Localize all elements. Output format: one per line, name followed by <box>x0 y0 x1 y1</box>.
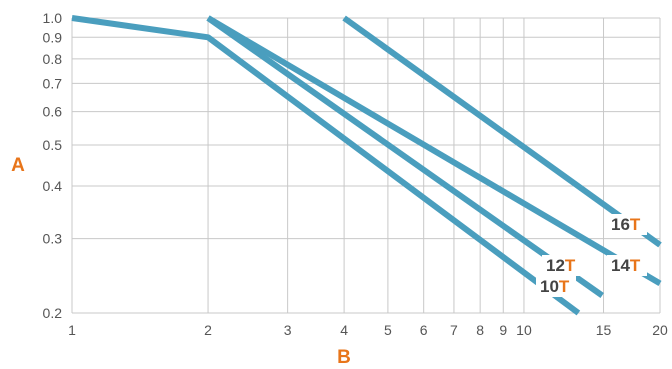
series-line-16T <box>342 15 662 248</box>
series-label-number: 14 <box>611 256 630 275</box>
series-label-backdrop <box>536 276 576 297</box>
series-label-number: 12 <box>546 256 565 275</box>
series-label-backdrop <box>607 255 647 276</box>
x-tick-label: 5 <box>384 322 392 338</box>
series-label-suffix: T <box>559 277 570 296</box>
series-label-text: 16T <box>611 215 641 234</box>
x-tick-label: 10 <box>516 322 532 338</box>
x-axis-label: B <box>337 347 351 368</box>
y-tick-label: 0.8 <box>43 51 63 67</box>
y-tick-label: 1.0 <box>43 10 63 26</box>
series-label-number: 10 <box>540 277 559 296</box>
y-tick-label: 0.2 <box>43 305 63 321</box>
x-tick-label: 3 <box>284 322 292 338</box>
series-line-14T <box>206 15 662 286</box>
y-tick-label: 0.9 <box>43 29 63 45</box>
series-label-backdrop <box>542 255 582 276</box>
x-tick-label: 9 <box>499 322 507 338</box>
x-tick-label: 7 <box>450 322 458 338</box>
series-label-suffix: T <box>630 215 641 234</box>
y-axis-ticks: 0.2 0.3 0.4 0.5 0.6 0.7 0.8 0.9 1.0 <box>43 10 63 321</box>
y-tick-label: 0.7 <box>43 75 63 91</box>
x-tick-label: 6 <box>420 322 428 338</box>
series-label-suffix: T <box>565 256 576 275</box>
y-tick-label: 0.3 <box>43 231 63 247</box>
x-tick-label: 2 <box>204 322 212 338</box>
series-label-suffix: T <box>630 256 641 275</box>
y-tick-label: 0.6 <box>43 104 63 120</box>
series-label-14T: 14T <box>607 255 647 276</box>
y-tick-label: 0.5 <box>43 137 63 153</box>
x-tick-label: 20 <box>652 322 668 338</box>
series-label-10T: 10T <box>536 276 576 297</box>
x-tick-label: 8 <box>476 322 484 338</box>
series-line-10T <box>71 15 581 316</box>
series-label-number: 16 <box>611 215 630 234</box>
series-line-12T <box>206 15 604 298</box>
series-label-backdrop <box>607 214 647 235</box>
series-label-text: 14T <box>611 256 641 275</box>
series-label-text: 10T <box>540 277 570 296</box>
x-tick-label: 4 <box>340 322 348 338</box>
x-axis-ticks: 1 2 3 4 5 6 7 8 9 10 15 20 <box>68 322 668 338</box>
x-tick-label: 15 <box>596 322 612 338</box>
series-label-12T: 12T <box>542 255 582 276</box>
y-tick-label: 0.4 <box>43 178 63 194</box>
y-axis-label: A <box>11 155 25 176</box>
series-label-16T: 16T <box>607 214 647 235</box>
x-tick-label: 1 <box>68 322 76 338</box>
series-label-text: 12T <box>546 256 576 275</box>
series-lines <box>71 15 662 316</box>
